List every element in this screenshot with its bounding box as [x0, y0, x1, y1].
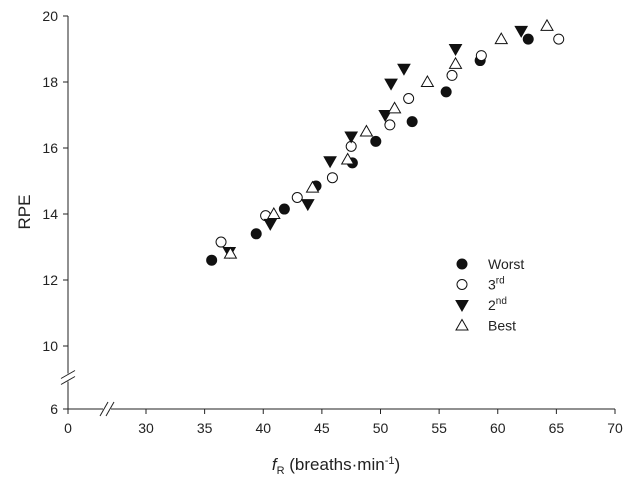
axis-break-gap — [103, 401, 111, 417]
point — [266, 206, 281, 219]
x-tick-label: 0 — [64, 420, 72, 436]
y-tick-label: 18 — [42, 74, 58, 90]
point — [553, 33, 565, 45]
axis-break — [60, 370, 76, 379]
x-tick-label: 40 — [255, 420, 271, 436]
legend-marker — [455, 318, 469, 331]
point — [300, 199, 315, 212]
x-tick-label: 65 — [549, 420, 565, 436]
y-axis-label: RPE — [15, 195, 34, 230]
y-tick-label: 6 — [50, 401, 58, 417]
point — [387, 101, 402, 114]
point — [475, 50, 487, 62]
x-tick-label: 30 — [138, 420, 154, 436]
point — [446, 69, 458, 81]
point — [522, 33, 534, 45]
point — [344, 131, 359, 144]
x-tick-label: 55 — [431, 420, 447, 436]
point — [206, 254, 218, 266]
point — [397, 63, 411, 76]
y-tick-label: 16 — [42, 140, 58, 156]
point — [291, 192, 303, 203]
legend-label: Best — [488, 318, 516, 334]
point — [323, 156, 337, 169]
point — [440, 86, 452, 98]
point — [384, 119, 396, 131]
point — [215, 236, 227, 248]
legend-label: 3rd — [488, 276, 505, 293]
legend-label: Worst — [488, 256, 524, 272]
legend-marker — [456, 258, 468, 270]
point — [278, 203, 290, 215]
point — [403, 93, 415, 104]
axis-break-gap — [60, 373, 76, 382]
point — [326, 172, 338, 184]
axis-break — [105, 401, 115, 417]
x-tick-label: 60 — [490, 420, 506, 436]
point — [340, 152, 355, 165]
point — [250, 228, 262, 240]
point — [359, 124, 374, 137]
point — [448, 44, 463, 57]
point — [494, 32, 509, 45]
x-axis-label: fR (breaths·min-1) — [272, 455, 400, 477]
x-tick-label: 70 — [607, 420, 623, 436]
y-tick-label: 10 — [42, 338, 58, 354]
axis-break — [60, 376, 76, 385]
legend-marker — [456, 279, 468, 290]
x-tick-label: 45 — [314, 420, 330, 436]
legend-label: 2nd — [488, 296, 507, 313]
point — [370, 135, 382, 147]
point — [420, 74, 435, 87]
point — [263, 218, 278, 231]
point — [540, 18, 554, 31]
point — [384, 78, 398, 91]
y-tick-label: 20 — [42, 8, 58, 24]
point — [514, 25, 529, 38]
legend-marker — [455, 300, 469, 313]
point — [448, 56, 463, 69]
x-tick-label: 50 — [373, 420, 389, 436]
y-tick-label: 14 — [42, 206, 58, 222]
y-tick-label: 12 — [42, 272, 58, 288]
point — [223, 246, 238, 259]
point — [305, 180, 320, 193]
axis-break — [99, 401, 109, 417]
point — [406, 116, 418, 128]
x-tick-label: 35 — [197, 420, 213, 436]
